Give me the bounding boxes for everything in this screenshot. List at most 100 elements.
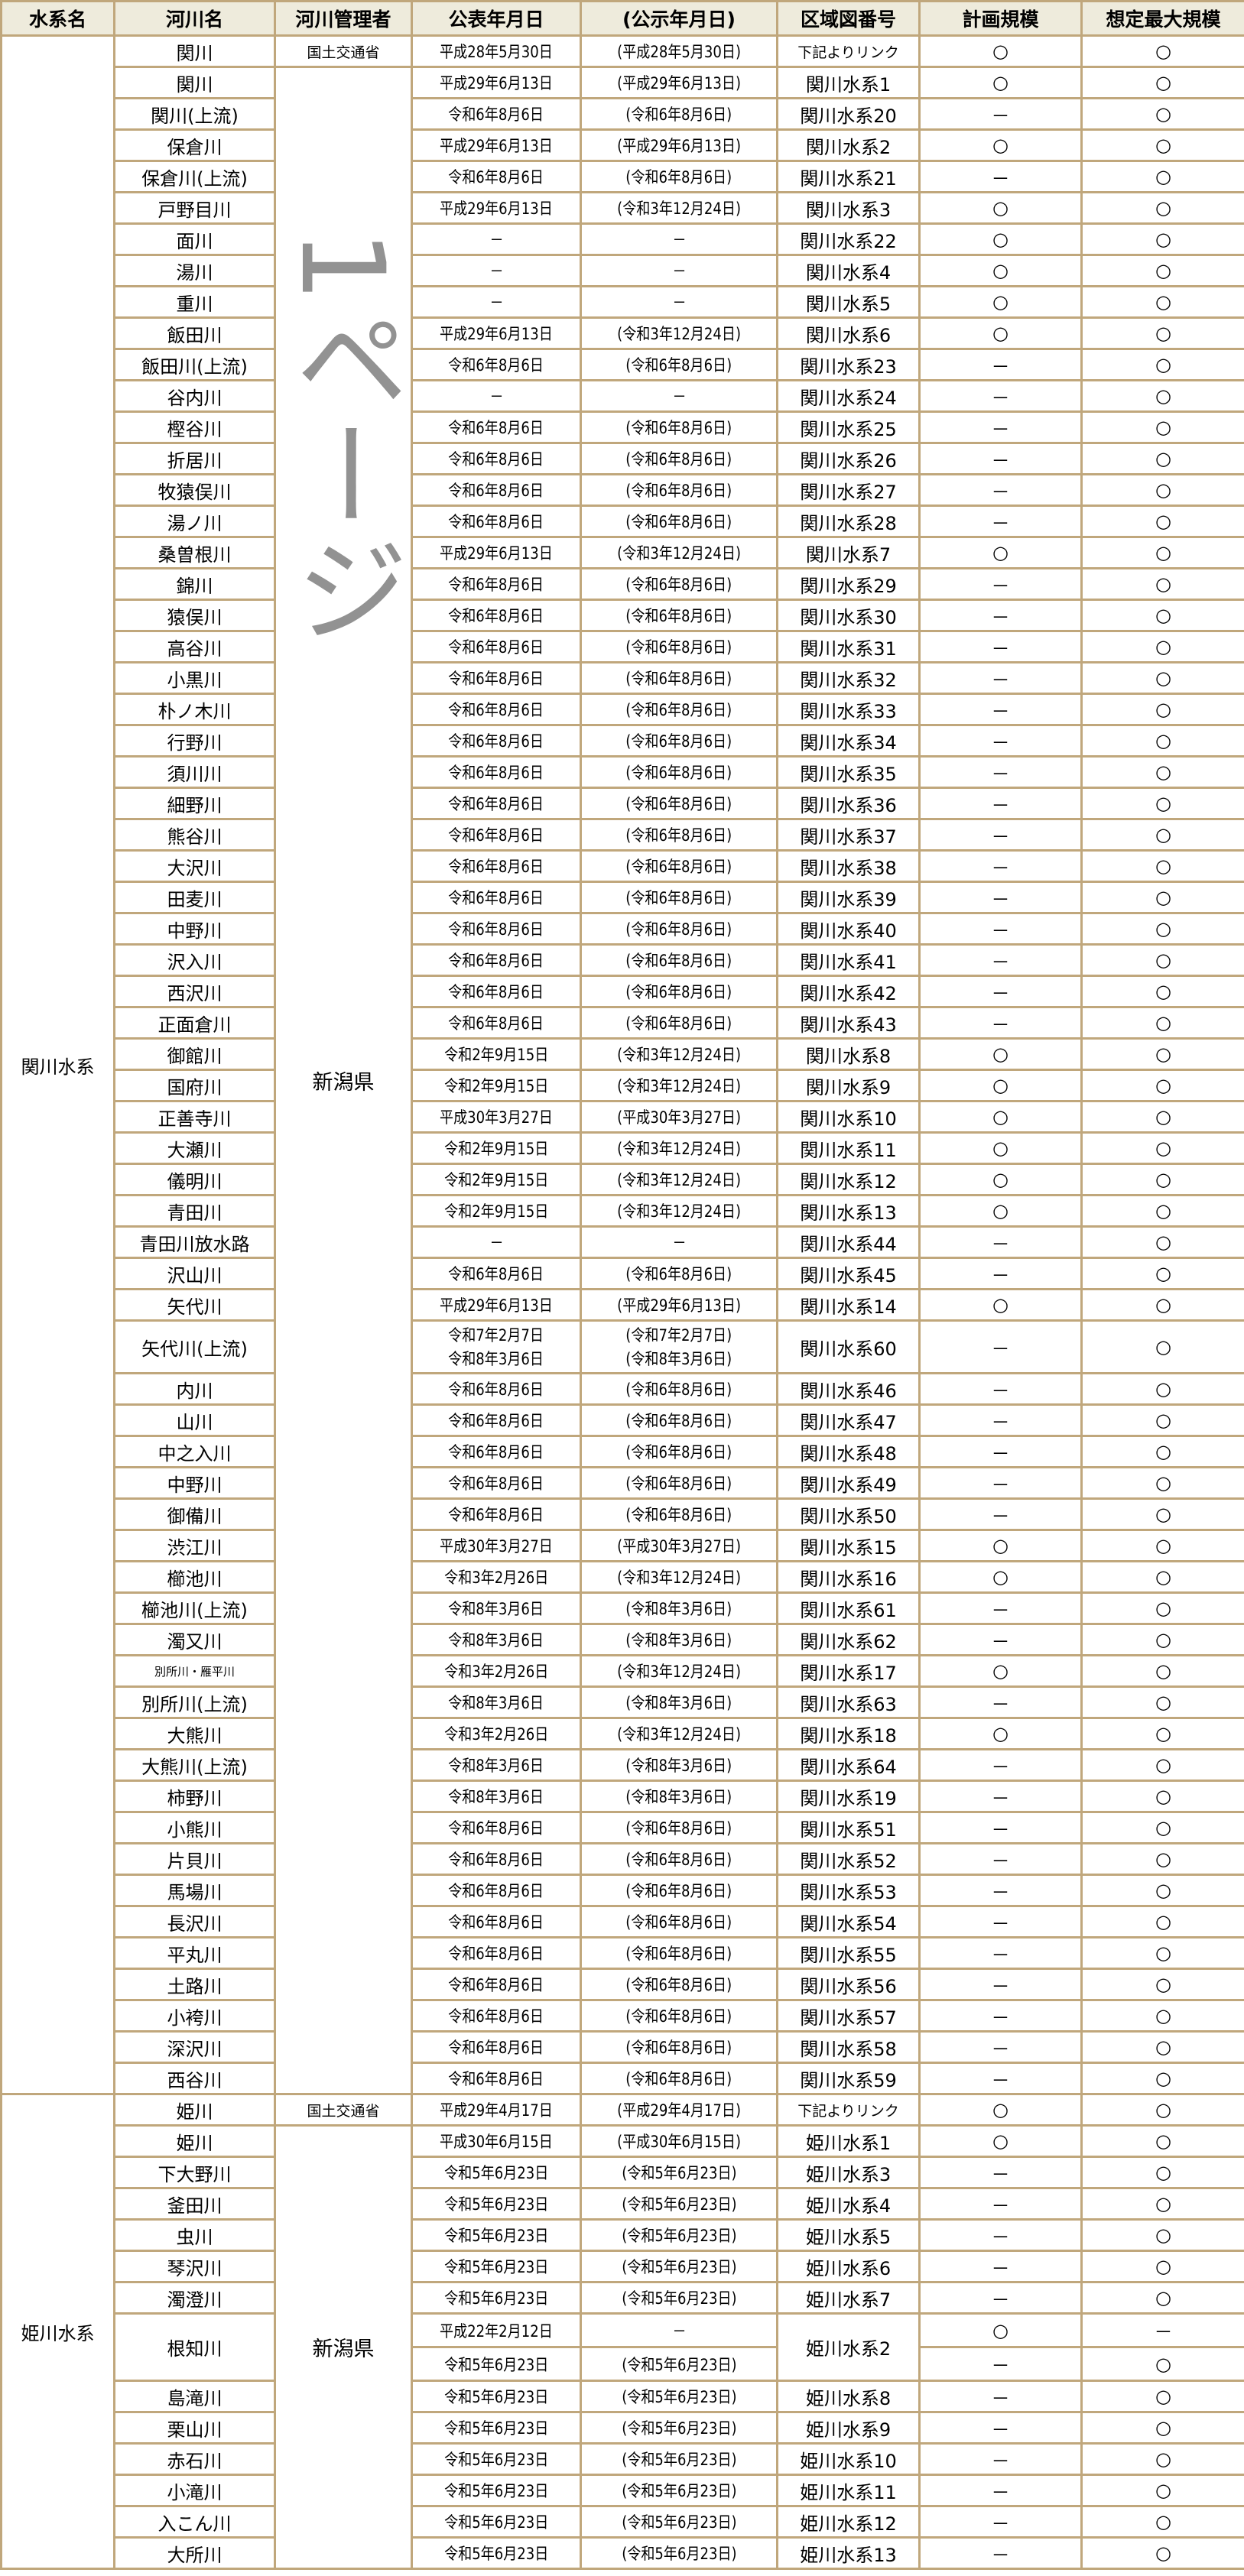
published-date: 令和6年8月6日 <box>411 943 582 977</box>
published-date-text: 平成29年4月17日 <box>440 2101 553 2120</box>
river-name: 馬場川 <box>113 1874 276 1907</box>
table-row: 矢代川(上流) 令和7年2月7日 令和8年3月6日 (令和7年2月7日) (令和8年3月… <box>2 1319 1244 1374</box>
area-map-number: 姫川水系12 <box>776 2505 921 2539</box>
planned-scale-mark: － <box>918 1403 1083 1437</box>
planned-scale-mark: － <box>918 693 1083 726</box>
published-date: 令和6年8月6日 <box>411 755 582 789</box>
published-date: 令和8年3月6日 <box>411 1780 582 1813</box>
table-row: 片貝川 令和6年8月6日 (令和6年8月6日) 関川水系52 － ○ <box>2 1842 1244 1876</box>
notice-date-text: (平成30年3月27日) <box>617 1108 741 1127</box>
max-scale-mark: ○ <box>1080 254 1244 287</box>
planned-scale-mark: ○ <box>918 2093 1083 2127</box>
area-map-number: 関川水系28 <box>776 504 921 538</box>
table-row: 関川水系 関川 国土交通省 平成28年5月30日 (平成28年5月30日) 下記よりリンク… <box>0 34 1244 2095</box>
notice-date: (平成30年3月27日) <box>580 1100 778 1134</box>
notice-date-text: (令和8年3月6日) <box>625 1757 732 1775</box>
notice-date: (令和3年12月24日) <box>580 316 778 350</box>
max-scale-mark: ○ <box>1080 943 1244 977</box>
notice-date-text: (令和5年6月23日) <box>621 2355 737 2374</box>
notice-date-text: (令和3年12月24日) <box>617 200 741 218</box>
area-map-number: 関川水系17 <box>776 1654 921 1688</box>
table-row: 錦川 令和6年8月6日 (令和6年8月6日) 関川水系29 － ○ <box>2 567 1244 601</box>
notice-date-text: (令和6年8月6日) <box>625 1380 732 1399</box>
area-map-number: 関川水系8 <box>776 1037 921 1071</box>
notice-date-text: (令和5年6月23日) <box>621 2451 737 2469</box>
published-date: － <box>411 1225 582 1259</box>
area-map-number: 関川水系62 <box>776 1623 921 1656</box>
planned-scale-mark: ○ <box>918 536 1083 569</box>
river-manager: 新潟県 <box>274 66 413 2095</box>
notice-date-text: (令和6年8月6日) <box>625 795 732 813</box>
table-row: 渋江川 平成30年3月27日 (平成30年3月27日) 関川水系15 ○ ○ <box>2 1529 1244 1562</box>
max-scale-mark: ○ <box>1080 97 1244 131</box>
area-map-number: 関川水系45 <box>776 1257 921 1290</box>
area-map-number: 関川水系23 <box>776 348 921 381</box>
published-date-text: 令和6年8月6日 <box>448 419 544 437</box>
max-scale-mark: ○ <box>1080 2380 1244 2413</box>
notice-date-text: (令和3年12月24日) <box>617 1663 741 1681</box>
notice-date: (令和6年8月6日) <box>580 473 778 507</box>
published-date-text: 令和6年8月6日 <box>448 1882 544 1900</box>
published-date: 令和6年8月6日 <box>411 2062 582 2095</box>
map-link[interactable]: 下記よりリンク <box>776 34 921 68</box>
river-manager: 国土交通省 <box>274 2093 413 2127</box>
published-date: 令和2年9月15日 <box>411 1131 582 1165</box>
max-scale-mark: ○ <box>1080 1194 1244 1228</box>
area-map-number: 姫川水系4 <box>776 2187 921 2221</box>
map-link[interactable]: 下記よりリンク <box>776 2093 921 2127</box>
notice-date: (令和6年8月6日) <box>580 1257 778 1290</box>
area-map-number: 関川水系36 <box>776 787 921 820</box>
notice-date: (令和6年8月6日) <box>580 912 778 946</box>
published-date: 平成29年6月13日 <box>411 1288 582 1322</box>
max-scale-mark: ○ <box>1080 630 1244 663</box>
area-map-number: 関川水系53 <box>776 1874 921 1907</box>
published-date: 令和5年6月23日 <box>411 2380 582 2413</box>
published-date-text: 平成30年3月27日 <box>440 1108 553 1127</box>
notice-date: (令和6年8月6日) <box>580 943 778 977</box>
area-map-number: 関川水系31 <box>776 630 921 663</box>
notice-date: (令和5年6月23日) <box>580 2218 778 2252</box>
notice-date: (令和6年8月6日) <box>580 755 778 789</box>
published-date-text: 令和8年3月6日 <box>448 1631 544 1650</box>
notice-date: (令和7年2月7日) (令和8年3月6日) <box>580 1319 778 1374</box>
planned-scale-mark: － <box>918 2474 1083 2507</box>
notice-date-text: (令和6年8月6日) <box>625 168 732 187</box>
planned-scale-mark: － <box>918 2250 1083 2283</box>
notice-date-text: (平成28年5月30日) <box>617 43 741 61</box>
notice-date-text: － <box>671 2321 687 2341</box>
published-date: 令和8年3月6日 <box>411 1623 582 1656</box>
area-map-number: 関川水系22 <box>776 222 921 256</box>
max-scale-mark: ○ <box>1080 191 1244 225</box>
river-name: 小滝川 <box>113 2474 276 2507</box>
planned-scale-mark: － <box>918 1685 1083 1719</box>
area-map-number: 関川水系51 <box>776 1811 921 1844</box>
area-map-number: 関川水系61 <box>776 1591 921 1625</box>
notice-date-text: (令和6年8月6日) <box>625 670 732 688</box>
area-map-number: 姫川水系8 <box>776 2380 921 2413</box>
published-date: 令和6年8月6日 <box>411 1257 582 1290</box>
notice-date: (平成30年6月15日) <box>580 2124 778 2158</box>
published-date: 令和6年8月6日 <box>411 724 582 758</box>
notice-date-text: (令和5年6月23日) <box>621 2419 737 2438</box>
table-row: 中野川 令和6年8月6日 (令和6年8月6日) 関川水系40 － ○ <box>2 912 1244 946</box>
published-date: 平成22年2月12日 <box>411 2312 582 2348</box>
notice-date: (令和6年8月6日) <box>580 1466 778 1500</box>
area-map-number: 関川水系56 <box>776 1968 921 2001</box>
notice-date: (令和6年8月6日) <box>580 693 778 726</box>
area-map-number: 関川水系26 <box>776 442 921 475</box>
notice-date: (令和5年6月23日) <box>580 2474 778 2507</box>
planned-scale-mark: － <box>918 787 1083 820</box>
notice-date: (令和6年8月6日) <box>580 1811 778 1844</box>
planned-scale-mark: － <box>918 1497 1083 1531</box>
area-map-number: 関川水系7 <box>776 536 921 569</box>
published-date-text: 令和2年9月15日 <box>443 1077 549 1095</box>
table-row: 湯ノ川 令和6年8月6日 (令和6年8月6日) 関川水系28 － ○ <box>2 504 1244 538</box>
planned-scale-mark: － <box>918 1936 1083 1970</box>
table-row: 青田川 令和2年9月15日 (令和3年12月24日) 関川水系13 ○ ○ <box>2 1194 1244 1228</box>
notice-date-text: (平成30年6月15日) <box>617 2133 741 2151</box>
area-map-number: 関川水系29 <box>776 567 921 601</box>
notice-date: (平成29年6月13日) <box>580 128 778 162</box>
max-scale-mark: ○ <box>1080 1069 1244 1102</box>
river-name: 湯川 <box>113 254 276 287</box>
